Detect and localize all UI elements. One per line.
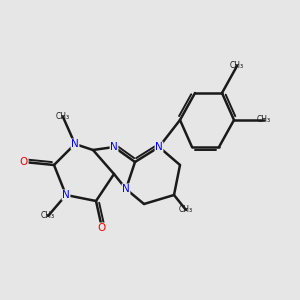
Text: CH₃: CH₃ bbox=[257, 116, 271, 124]
Text: N: N bbox=[62, 190, 70, 200]
Text: O: O bbox=[20, 157, 28, 167]
Text: N: N bbox=[122, 184, 130, 194]
Text: CH₃: CH₃ bbox=[56, 112, 70, 122]
Text: CH₃: CH₃ bbox=[41, 212, 55, 220]
Text: CH₃: CH₃ bbox=[179, 206, 193, 214]
Text: N: N bbox=[71, 139, 79, 149]
Text: O: O bbox=[98, 223, 106, 233]
Text: CH₃: CH₃ bbox=[230, 61, 244, 70]
Text: N: N bbox=[110, 142, 118, 152]
Text: N: N bbox=[155, 142, 163, 152]
